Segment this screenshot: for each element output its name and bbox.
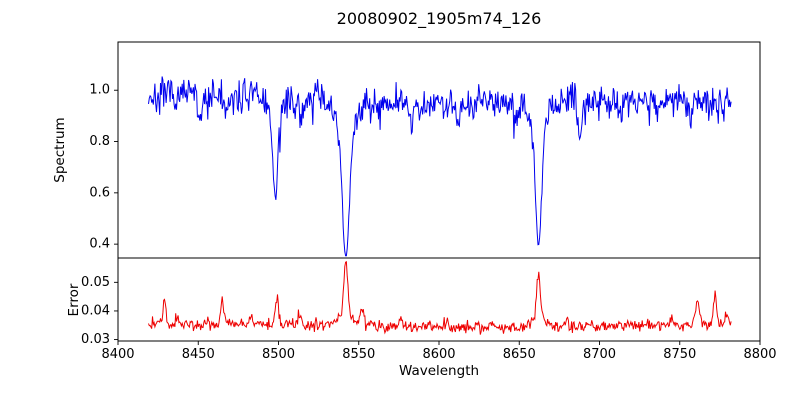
x-tick-label: 8650: [503, 347, 536, 362]
x-tick-label: 8800: [743, 347, 776, 362]
x-tick-label: 8500: [262, 347, 295, 362]
x-tick-label: 8750: [663, 347, 696, 362]
x-axis-label: Wavelength: [398, 363, 480, 379]
error-line: [148, 261, 732, 335]
y-tick-label: 0.04: [81, 303, 110, 318]
y-tick-label: 0.8: [89, 134, 110, 149]
y-tick-label: 1.0: [89, 83, 110, 98]
chart-title: 20080902_1905m74_126: [336, 9, 542, 28]
y-tick-label: 0.05: [81, 275, 110, 290]
x-tick-label: 8600: [422, 347, 455, 362]
y-tick-label: 0.6: [89, 185, 110, 200]
spectrum-panel-border: [117, 41, 761, 259]
y-tick-label: 0.03: [81, 332, 110, 347]
x-tick-label: 8400: [101, 347, 134, 362]
x-tick-label: 8550: [342, 347, 375, 362]
spectrum-line: [148, 76, 732, 257]
x-tick-label: 8450: [182, 347, 215, 362]
x-tick-label: 8700: [583, 347, 616, 362]
y-tick-label: 0.4: [89, 237, 110, 252]
